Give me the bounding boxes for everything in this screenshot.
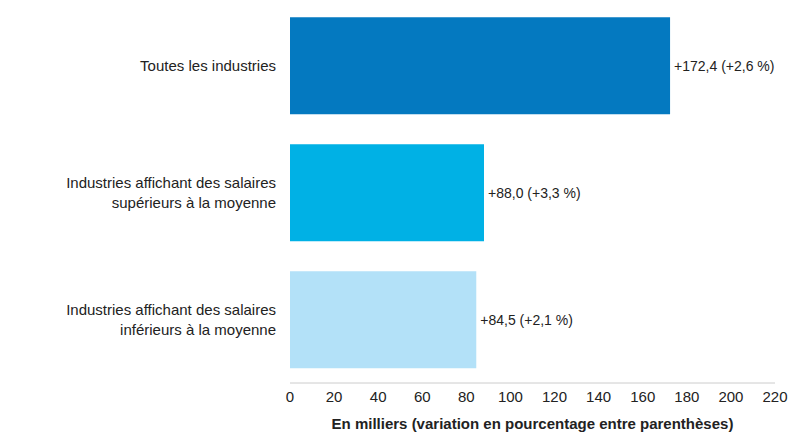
svg-text:Toutes les industries: Toutes les industries	[140, 57, 276, 74]
svg-text:200: 200	[718, 388, 743, 405]
svg-text:40: 40	[370, 388, 387, 405]
svg-text:80: 80	[458, 388, 475, 405]
svg-text:0: 0	[286, 388, 294, 405]
svg-text:100: 100	[498, 388, 523, 405]
svg-text:120: 120	[542, 388, 567, 405]
svg-text:220: 220	[762, 388, 787, 405]
svg-text:En milliers (variation en pour: En milliers (variation en pourcentage en…	[332, 415, 734, 432]
svg-text:160: 160	[630, 388, 655, 405]
svg-text:+172,4 (+2,6 %): +172,4 (+2,6 %)	[674, 58, 774, 74]
svg-text:+84,5 (+2,1 %): +84,5 (+2,1 %)	[480, 312, 573, 328]
svg-text:140: 140	[586, 388, 611, 405]
svg-text:Industries affichant des salai: Industries affichant des salairesinférie…	[66, 301, 276, 338]
svg-text:+88,0 (+3,3 %): +88,0 (+3,3 %)	[488, 185, 581, 201]
svg-text:180: 180	[674, 388, 699, 405]
svg-text:Industries affichant des salai: Industries affichant des salairessupérie…	[66, 174, 276, 211]
svg-text:60: 60	[414, 388, 431, 405]
svg-text:20: 20	[326, 388, 343, 405]
